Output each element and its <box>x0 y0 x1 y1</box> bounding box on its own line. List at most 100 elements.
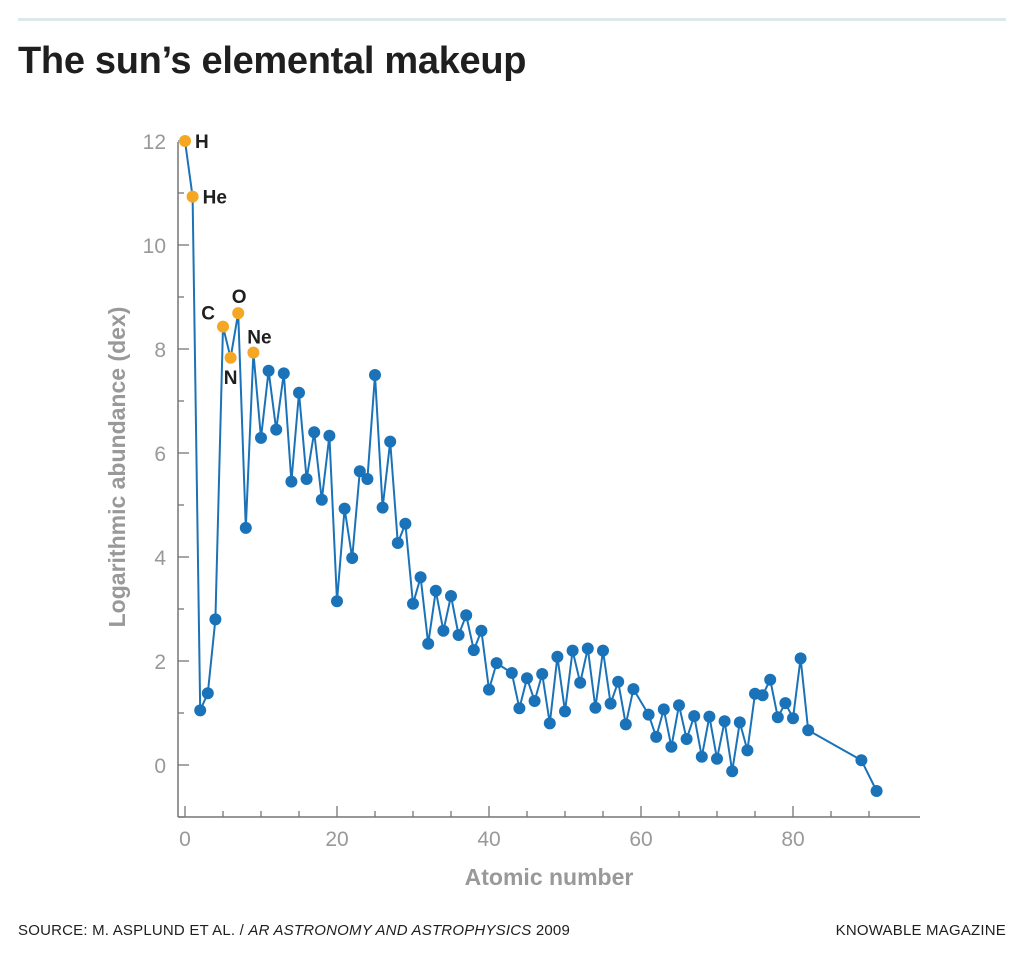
data-point <box>308 426 321 439</box>
data-point <box>445 590 457 602</box>
series-line <box>184 140 878 792</box>
data-point <box>726 765 739 778</box>
element-label-h: H <box>195 132 209 153</box>
data-point <box>262 364 275 377</box>
data-point <box>361 473 374 485</box>
data-point <box>741 744 754 757</box>
data-point <box>604 697 617 710</box>
highlighted-point <box>186 190 199 203</box>
data-point <box>346 552 359 564</box>
data-point <box>802 724 815 737</box>
element-label-n: N <box>224 368 238 389</box>
data-point <box>277 367 290 380</box>
element-label-o: O <box>232 287 247 308</box>
data-point <box>467 644 480 657</box>
y-tick-label: 2 <box>154 651 166 674</box>
data-point <box>285 475 298 488</box>
y-tick-label: 10 <box>143 235 166 258</box>
data-point <box>787 712 799 725</box>
data-point <box>703 710 716 723</box>
y-tick-label: 6 <box>154 443 166 466</box>
source-prefix: SOURCE: M. ASPLUND ET AL. / <box>18 922 249 939</box>
data-point <box>597 644 609 657</box>
x-axis-label: Atomic number <box>465 864 634 890</box>
highlighted-point <box>217 320 229 333</box>
data-point <box>559 705 571 718</box>
data-point <box>483 683 495 696</box>
data-point <box>384 435 397 448</box>
data-point <box>475 624 488 637</box>
data-point <box>764 673 777 686</box>
highlighted-point <box>247 346 260 359</box>
data-point <box>657 703 670 716</box>
data-point <box>688 710 701 723</box>
data-point <box>695 750 708 763</box>
data-point <box>323 429 336 442</box>
source-year: 2009 <box>531 922 571 939</box>
data-point <box>422 637 435 650</box>
element-label-ne: Ne <box>247 328 271 349</box>
chart-title: The sun’s elemental makeup <box>18 40 527 82</box>
x-tick-label: 80 <box>781 828 804 851</box>
element-labels: H He C N ONe <box>195 132 272 389</box>
y-tick-label: 4 <box>154 547 166 570</box>
highlighted-point <box>224 351 237 364</box>
data-point <box>642 708 655 721</box>
x-tick-label: 20 <box>325 828 348 851</box>
highlighted-point <box>232 307 245 320</box>
data-point <box>551 650 564 663</box>
data-point <box>369 369 381 381</box>
data-point <box>794 652 807 665</box>
y-tick-label: 12 <box>143 131 166 154</box>
data-point <box>589 701 602 714</box>
data-point <box>270 423 283 436</box>
data-point <box>452 629 465 641</box>
source-note: SOURCE: M. ASPLUND ET AL. / AR ASTRONOMY… <box>18 922 570 939</box>
data-point <box>209 613 222 626</box>
data-point <box>627 683 640 696</box>
data-point <box>528 695 541 707</box>
data-point <box>399 517 412 530</box>
element-label-c: C <box>201 304 215 325</box>
data-point <box>505 667 518 679</box>
data-point <box>490 657 503 670</box>
data-point <box>391 537 404 549</box>
data-point <box>574 676 587 689</box>
element-label-he: He <box>203 188 227 209</box>
data-point <box>239 521 252 534</box>
y-tick-label: 8 <box>154 339 166 362</box>
series-layer <box>184 140 878 792</box>
data-point <box>566 644 579 657</box>
y-axis-label: Logarithmic abundance (dex) <box>104 307 130 628</box>
data-point <box>201 687 214 700</box>
data-point <box>376 501 389 514</box>
data-point <box>733 716 746 729</box>
data-point <box>513 702 526 715</box>
data-point <box>711 752 723 765</box>
data-point <box>536 668 549 680</box>
top-rule <box>18 18 1006 21</box>
data-point <box>855 754 868 767</box>
data-point <box>338 502 351 515</box>
data-point <box>437 624 450 637</box>
data-point <box>407 597 419 610</box>
data-point <box>771 711 784 724</box>
data-point <box>521 672 533 685</box>
data-point <box>429 584 442 597</box>
axes: 0 2 4 6 8 10 12 0 20 40 60 80 Atomic number Logarithm… <box>104 131 920 890</box>
data-point <box>673 699 685 712</box>
points-layer <box>179 135 883 797</box>
data-point <box>255 431 267 444</box>
x-tick-label: 60 <box>629 828 652 851</box>
highlighted-point <box>179 135 191 147</box>
data-point <box>315 493 328 506</box>
data-point <box>353 465 366 478</box>
data-point <box>650 730 663 743</box>
data-point <box>680 733 693 745</box>
data-point <box>293 386 305 399</box>
data-point <box>300 473 313 485</box>
source-journal: AR ASTRONOMY AND ASTROPHYSICS <box>248 922 532 939</box>
data-point <box>756 689 769 702</box>
data-point <box>612 675 625 688</box>
x-tick-label: 40 <box>477 828 500 851</box>
